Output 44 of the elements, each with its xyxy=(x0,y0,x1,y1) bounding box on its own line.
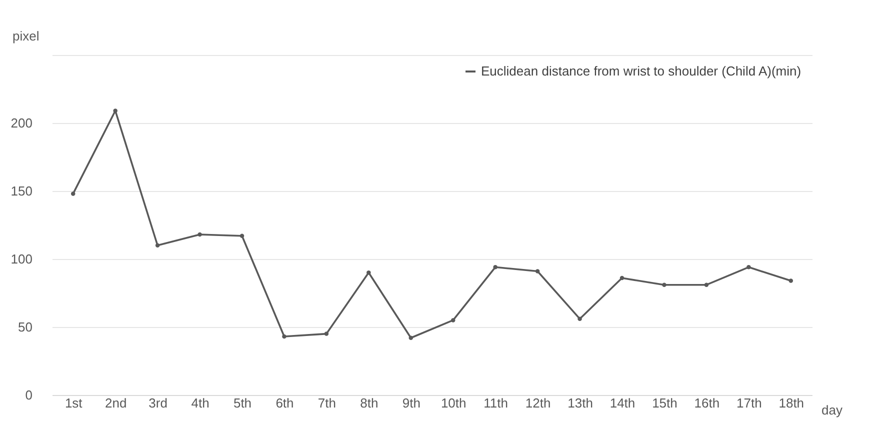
point xyxy=(704,282,709,287)
point xyxy=(113,108,118,113)
y-tick-label: 0 xyxy=(25,388,32,402)
x-tick-label: 11th xyxy=(484,396,508,410)
point xyxy=(198,232,202,237)
point xyxy=(493,265,498,270)
x-tick-label: 7th xyxy=(318,396,336,410)
x-tick-label: 1st xyxy=(64,396,83,410)
y-tick-label: 200 xyxy=(10,116,32,130)
point xyxy=(746,265,751,270)
x-tick-label: 3rd xyxy=(148,396,168,410)
x-tick-label: 6th xyxy=(276,396,294,410)
x-tick-label: 13th xyxy=(568,396,593,410)
point xyxy=(70,192,76,196)
x-tick-label: 14th xyxy=(610,396,636,410)
x-tick-label: 5th xyxy=(233,396,252,410)
point xyxy=(450,318,456,322)
x-tick-label: 4th xyxy=(191,396,210,410)
y-axis-title: pixel xyxy=(12,28,40,44)
x-tick-label: 18th xyxy=(778,396,804,410)
x-tick-label: 9th xyxy=(402,396,420,410)
y-tick-label: 100 xyxy=(10,252,32,266)
point xyxy=(282,334,286,339)
point xyxy=(620,276,624,280)
point xyxy=(788,278,794,283)
x-tick-label: 16th xyxy=(694,396,720,410)
y-tick-label: 50 xyxy=(18,320,32,334)
y-tick-label: 150 xyxy=(10,184,32,198)
x-tick-label: 2nd xyxy=(104,396,127,410)
point xyxy=(662,282,666,287)
point xyxy=(324,332,329,336)
point xyxy=(578,316,582,321)
point xyxy=(366,270,371,275)
point xyxy=(155,243,160,248)
point xyxy=(535,269,540,274)
x-tick-label: 12th xyxy=(525,396,551,410)
x-tick-label: 10th xyxy=(440,396,466,410)
legend-label: Euclidean distance from wrist to shoulder (Child A)(min) xyxy=(481,64,802,78)
x-axis-title: day xyxy=(822,402,843,418)
x-tick-label: 8th xyxy=(360,396,378,410)
point xyxy=(408,336,414,340)
point xyxy=(240,234,244,238)
x-tick-label: 15th xyxy=(652,396,678,410)
x-tick-label: 17th xyxy=(736,396,762,410)
